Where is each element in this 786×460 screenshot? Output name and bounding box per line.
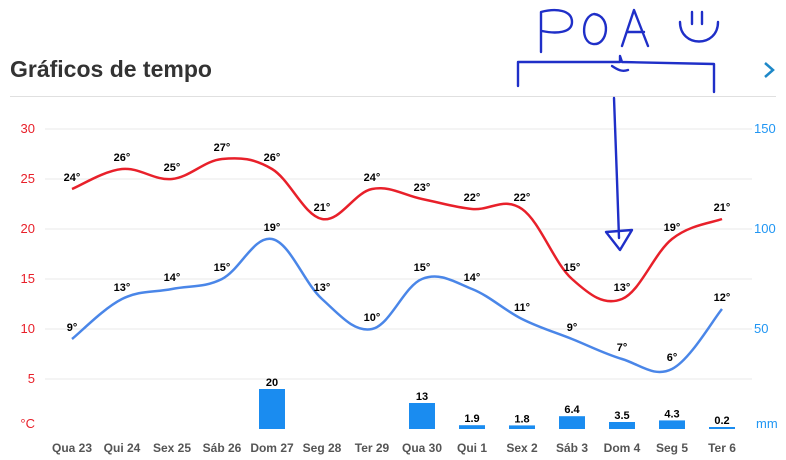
max-temp-label: 15° <box>564 262 581 274</box>
left-tick-label: 25 <box>21 171 35 186</box>
max-temp-label: 26° <box>114 152 131 164</box>
min-temp-label: 14° <box>464 272 481 284</box>
precip-label: 13 <box>416 391 428 403</box>
x-axis: Qua 23 Qui 24 Sex 25 Sáb 26 Dom 27 Seg 28 Ter … <box>52 441 736 455</box>
data-labels: 24° 26° 25° 27° 26° 21° 24° 23° 22° 22° 15° 13° 19° 2… <box>64 142 731 427</box>
max-temp-label: 13° <box>614 282 631 294</box>
right-tick-label: 150 <box>754 121 776 136</box>
min-temp-line <box>71 237 723 374</box>
page-title: Gráficos de tempo <box>10 56 212 82</box>
left-tick-label: 15 <box>21 271 35 286</box>
x-tick-label: Sex 2 <box>506 441 538 455</box>
chevron-right-icon[interactable] <box>760 58 780 82</box>
x-tick-label: Qua 30 <box>402 441 442 455</box>
left-axis-unit: °C <box>20 416 35 431</box>
precip-bar <box>559 416 585 429</box>
precip-label: 3.5 <box>614 410 629 422</box>
max-temp-label: 26° <box>264 152 281 164</box>
x-tick-label: Dom 27 <box>250 441 294 455</box>
min-temp-label: 13° <box>314 282 331 294</box>
x-tick-label: Sáb 3 <box>556 441 588 455</box>
chart-grid <box>45 128 752 380</box>
x-tick-label: Qui 24 <box>104 441 141 455</box>
precip-bar <box>609 422 635 429</box>
x-tick-label: Seg 5 <box>656 441 688 455</box>
max-temp-label: 21° <box>714 202 731 214</box>
min-temp-label: 11° <box>514 302 530 314</box>
x-tick-label: Sáb 26 <box>203 441 242 455</box>
min-temp-label: 12° <box>714 292 731 304</box>
min-temp-label: 13° <box>114 282 131 294</box>
min-temp-label: 9° <box>567 322 578 334</box>
max-temp-label: 22° <box>514 192 531 204</box>
left-tick-label: 5 <box>28 371 35 386</box>
min-temp-label: 7° <box>617 342 628 354</box>
precip-label: 4.3 <box>664 408 679 420</box>
max-temp-label: 22° <box>464 192 481 204</box>
left-tick-label: 10 <box>21 321 35 336</box>
right-axis: 150 100 50 mm <box>754 121 778 431</box>
precip-bar <box>459 425 485 429</box>
min-temp-label: 10° <box>364 312 381 324</box>
max-temp-line <box>71 157 723 303</box>
x-tick-label: Ter 6 <box>708 441 736 455</box>
max-temp-label: 24° <box>64 172 81 184</box>
max-temp-label: 25° <box>164 162 181 174</box>
precip-label: 0.2 <box>714 415 729 427</box>
precip-label: 1.9 <box>464 413 479 425</box>
max-temp-label: 27° <box>214 142 231 154</box>
min-temp-label: 6° <box>667 352 678 364</box>
max-temp-label: 24° <box>364 172 381 184</box>
max-temp-label: 19° <box>664 222 681 234</box>
precip-bar <box>409 403 435 429</box>
precip-label: 20 <box>266 377 278 389</box>
left-tick-label: 20 <box>21 221 35 236</box>
right-tick-label: 50 <box>754 321 768 336</box>
x-tick-label: Sex 25 <box>153 441 191 455</box>
x-tick-label: Qua 23 <box>52 441 92 455</box>
x-tick-label: Dom 4 <box>604 441 641 455</box>
min-temp-label: 19° <box>264 222 281 234</box>
precip-bar <box>709 427 735 429</box>
precip-label: 1.8 <box>514 413 529 425</box>
x-tick-label: Qui 1 <box>457 441 487 455</box>
precip-label: 6.4 <box>564 404 580 416</box>
right-tick-label: 100 <box>754 221 776 236</box>
precip-bar <box>509 425 535 429</box>
min-temp-label: 15° <box>214 262 231 274</box>
x-tick-label: Ter 29 <box>355 441 390 455</box>
precip-bars <box>259 389 735 429</box>
max-temp-label: 21° <box>314 202 331 214</box>
x-tick-label: Seg 28 <box>303 441 342 455</box>
min-temp-label: 15° <box>414 262 431 274</box>
right-axis-unit: mm <box>756 416 778 431</box>
min-temp-label: 9° <box>67 322 78 334</box>
left-tick-label: 30 <box>21 121 35 136</box>
temp-lines <box>71 157 723 374</box>
min-temp-label: 14° <box>164 272 181 284</box>
left-axis: 30 25 20 15 10 5 °C <box>20 121 35 431</box>
precip-bar <box>659 420 685 429</box>
precip-bar <box>259 389 285 429</box>
max-temp-label: 23° <box>414 182 431 194</box>
header-divider <box>10 96 776 97</box>
